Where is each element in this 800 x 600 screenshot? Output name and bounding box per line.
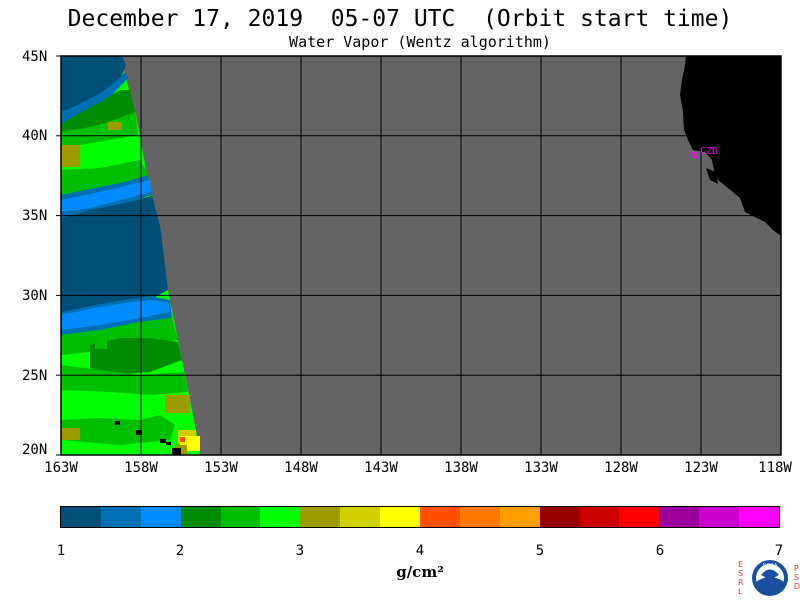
hawaii-islands — [115, 421, 181, 455]
colorbar — [60, 506, 780, 528]
plot-frame — [60, 55, 782, 456]
colorbar-tick-label: 2 — [175, 543, 185, 559]
lon-label: 153W — [204, 460, 238, 476]
colorbar-swatch — [140, 507, 181, 527]
colorbar-swatch — [220, 507, 261, 527]
lat-label: 20N — [22, 442, 48, 458]
colorbar-swatch — [579, 507, 620, 527]
svg-text:NOAA: NOAA — [763, 563, 778, 569]
colorbar-tick-label: 4 — [415, 543, 425, 559]
lat-label: 40N — [22, 128, 48, 144]
lat-label: 30N — [22, 288, 48, 304]
colorbar-swatch — [61, 507, 101, 527]
colorbar-tick-label: 7 — [774, 543, 784, 559]
lon-label: 123W — [684, 460, 718, 476]
colorbar-unit-label: g/cm² — [396, 563, 444, 581]
colorbar-swatch — [459, 507, 500, 527]
lon-label: 148W — [284, 460, 318, 476]
colorbar-swatch — [739, 507, 780, 527]
colorbar-swatch — [619, 507, 660, 527]
colorbar-tick-label: 1 — [56, 543, 66, 559]
lon-label: 163W — [44, 460, 78, 476]
colorbar-swatch — [499, 507, 540, 527]
chart-title: December 17, 2019 05-07 UTC (Orbit start… — [67, 6, 733, 32]
lon-label: 138W — [444, 460, 478, 476]
lon-label: 158W — [124, 460, 158, 476]
graticule — [61, 56, 781, 455]
noaa-emblem-icon: NOAA — [752, 560, 788, 596]
lon-label: 143W — [364, 460, 398, 476]
lon-label: 133W — [524, 460, 558, 476]
station-label: CZD — [700, 146, 719, 157]
colorbar-tick-label: 3 — [295, 543, 305, 559]
lat-label: 25N — [22, 368, 48, 384]
colorbar-swatch — [100, 507, 141, 527]
chart-subtitle: Water Vapor (Wentz algorithm) — [289, 33, 551, 51]
lon-label: 118W — [758, 460, 792, 476]
lon-label: 128W — [604, 460, 638, 476]
colorbar-swatch — [380, 507, 421, 527]
colorbar-swatch — [260, 507, 301, 527]
colorbar-swatch — [539, 507, 580, 527]
colorbar-swatch — [340, 507, 381, 527]
lat-label: 45N — [22, 49, 48, 65]
colorbar-swatch — [699, 507, 740, 527]
colorbar-swatch — [659, 507, 700, 527]
station-marker-icon — [691, 151, 699, 159]
colorbar-swatch — [180, 507, 221, 527]
colorbar-swatch — [420, 507, 460, 527]
colorbar-tick-label: 6 — [655, 543, 665, 559]
lat-label: 35N — [22, 208, 48, 224]
north-america-land — [680, 56, 781, 236]
colorbar-swatch — [300, 507, 341, 527]
colorbar-tick-label: 5 — [535, 543, 545, 559]
